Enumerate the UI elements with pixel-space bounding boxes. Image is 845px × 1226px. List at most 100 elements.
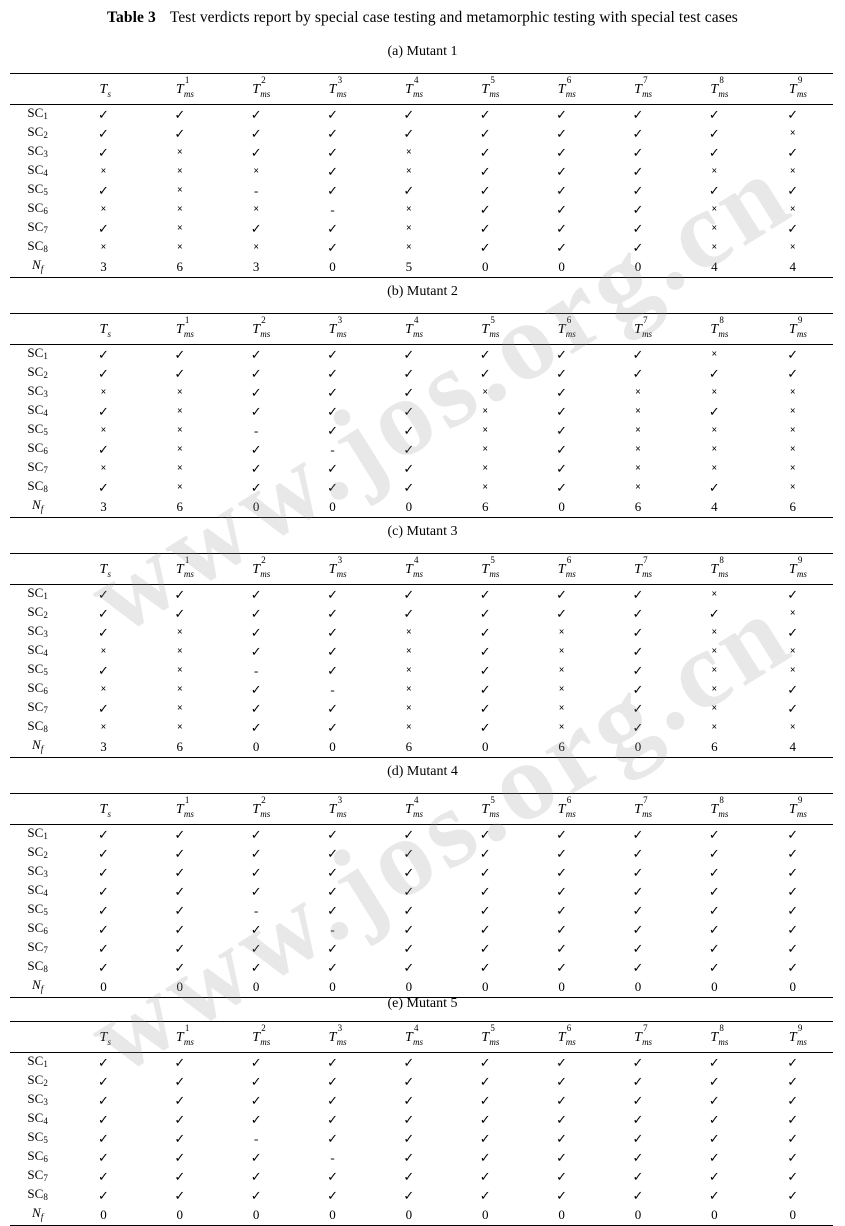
verdict-cell: ✓	[787, 845, 799, 861]
nf-value: 6	[141, 257, 218, 278]
column-header-superscript: 9	[797, 1022, 803, 1033]
verdict-cell: ✓	[403, 479, 415, 495]
verdict-cell: ×	[482, 481, 489, 493]
column-header: T 3 ms	[294, 553, 371, 585]
verdict-cell: ×	[789, 443, 796, 455]
verdict-cell: ×	[100, 386, 107, 398]
verdict-cell: ×	[711, 721, 718, 733]
verdict-cell: ×	[635, 386, 641, 398]
verdict-cell: ✓	[479, 346, 491, 362]
verdict-cell: ✓	[327, 959, 338, 975]
column-header-superscript: 2	[261, 1022, 266, 1033]
column-header-subscript: ms	[412, 1036, 423, 1047]
verdict-cell: ✓	[174, 940, 186, 956]
row-label-base: SC	[27, 200, 44, 215]
verdict-cell: ✓	[250, 624, 262, 640]
row-label: SC6	[10, 200, 65, 219]
row-label: SC7	[10, 939, 65, 958]
verdict-cell: ✓	[479, 125, 491, 141]
column-header-symbol: T	[404, 801, 413, 817]
column-header-subscript: ms	[796, 1036, 807, 1047]
nf-row: Nf 3 6 0 0 0 6 0 6 4 6	[10, 497, 833, 518]
column-header: T 3 ms	[294, 1021, 371, 1053]
table-caption: Table 3 Test verdicts report by special c…	[0, 9, 845, 27]
column-header-subscript: s	[107, 808, 112, 819]
nf-value: 6	[523, 737, 600, 758]
verdict-cell: -	[253, 1130, 259, 1146]
verdict-cell: ✓	[632, 700, 644, 716]
row-label: SC5	[10, 901, 65, 920]
column-header: T 1 ms	[141, 73, 218, 105]
verdict-cell: ×	[176, 184, 183, 196]
verdict-cell: ×	[176, 626, 183, 638]
nf-value: 0	[65, 1205, 142, 1226]
column-header-symbol: T	[175, 1029, 184, 1045]
verdict-cell: ×	[406, 222, 412, 234]
column-header-symbol: T	[175, 321, 184, 337]
column-header-symbol: T	[328, 321, 337, 337]
verdict-cell: ×	[176, 481, 183, 493]
verdict-cell: ✓	[556, 1073, 568, 1089]
verdict-cell: ✓	[250, 144, 262, 160]
row-label: SC6	[10, 920, 65, 939]
verdict-cell: ×	[406, 645, 412, 657]
verdict-cell: ✓	[174, 346, 186, 362]
verdict-cell: ✓	[250, 959, 262, 975]
verdict-cell: ×	[789, 481, 796, 493]
verdict-cell: ✓	[403, 1073, 415, 1089]
verdict-cell: ×	[711, 424, 718, 436]
verdict-cell: ✓	[787, 883, 799, 899]
column-header-symbol: T	[252, 81, 261, 97]
row-label-base: SC	[27, 219, 44, 234]
verdict-cell: ✓	[708, 125, 720, 141]
row-label: SC1	[10, 585, 65, 605]
verdict-cell: ✓	[327, 605, 338, 621]
verdict-cell: ✓	[250, 1111, 262, 1127]
nf-value: 0	[523, 497, 600, 518]
verdict-cell: ✓	[403, 605, 415, 621]
verdict-cell: ✓	[97, 1054, 109, 1070]
verdict-cell: ✓	[403, 182, 415, 198]
verdict-cell: ✓	[250, 1168, 262, 1184]
verdict-cell: ✓	[250, 643, 262, 659]
column-header-subscript: ms	[642, 88, 653, 99]
column-header: T 8 ms	[676, 73, 753, 105]
column-header: T 6 ms	[523, 313, 600, 345]
column-header: T 1 ms	[141, 793, 218, 825]
row-label-base: SC	[27, 920, 44, 935]
verdict-cell: ✓	[787, 700, 799, 716]
column-header-subscript: ms	[642, 1036, 653, 1047]
header-corner	[10, 553, 66, 585]
verdict-cell: ✓	[787, 1092, 799, 1108]
verdict-cell: ✓	[632, 586, 644, 602]
verdict-cell: ✓	[632, 1130, 644, 1146]
verdict-cell: ✓	[556, 1149, 568, 1165]
column-header-superscript: 3	[337, 74, 343, 85]
verdict-cell: ✓	[327, 365, 338, 381]
row-label: SC8	[10, 1186, 65, 1205]
verdict-cell: ✓	[556, 479, 568, 495]
nf-label-base: N	[32, 1205, 41, 1220]
row-label-subscript: 2	[43, 1078, 48, 1088]
column-header-symbol: T	[99, 801, 108, 817]
verdict-cell: ✓	[632, 902, 644, 918]
row-label-base: SC	[27, 440, 44, 455]
nf-value: 0	[217, 977, 295, 998]
verdict-cell: ×	[100, 721, 107, 733]
verdict-cell: ×	[558, 645, 565, 657]
verdict-cell: ✓	[97, 144, 109, 160]
nf-value: 0	[217, 737, 295, 758]
verdict-cell: ✓	[403, 125, 415, 141]
verdict-cell: ×	[789, 645, 796, 657]
verdict-cell: ✓	[403, 959, 415, 975]
nf-label: Nf	[10, 977, 66, 998]
verdict-cell: ×	[711, 664, 718, 676]
verdict-cell: ✓	[97, 700, 109, 716]
row-label-base: SC	[27, 1148, 44, 1163]
column-header-subscript: ms	[565, 328, 576, 339]
row-label-subscript: 3	[43, 1097, 48, 1107]
column-header-subscript: ms	[489, 88, 500, 99]
column-header-superscript: 5	[490, 314, 495, 325]
row-label-base: SC	[27, 901, 44, 916]
